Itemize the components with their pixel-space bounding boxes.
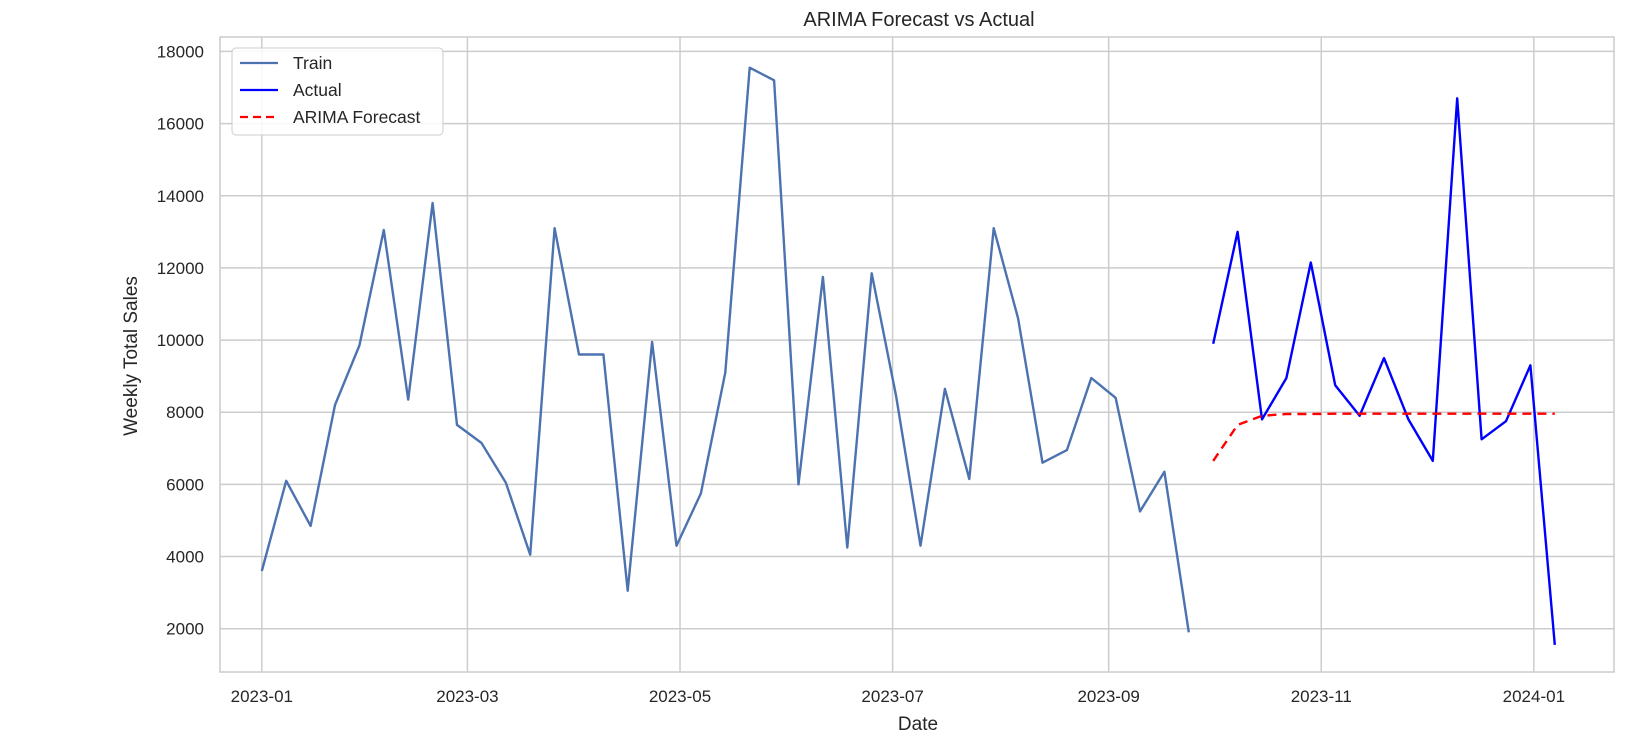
legend-box	[231, 47, 444, 136]
y-tick-label: 12000	[157, 259, 204, 278]
series-line-actual	[1212, 97, 1556, 646]
x-tick-labels: 2023-01 2023-03 2023-05 2023-07 2023-09 2023-…	[231, 687, 1565, 706]
x-tick-label: 2023-01	[231, 687, 293, 706]
series-line-train	[260, 66, 1190, 633]
legend: Train Actual ARIMA Forecast	[231, 47, 444, 136]
chart-title: ARIMA Forecast vs Actual	[803, 9, 1034, 31]
x-axis-title: Date	[898, 714, 938, 733]
series-lines	[260, 66, 1556, 646]
y-tick-label: 18000	[157, 42, 204, 61]
y-tick-label: 4000	[166, 548, 204, 567]
x-tick-label: 2023-07	[861, 687, 923, 706]
x-tick-label: 2024-01	[1503, 687, 1565, 706]
y-tick-label: 10000	[157, 331, 204, 350]
legend-label-train: Train	[293, 53, 332, 73]
legend-label-arima-forecast: ARIMA Forecast	[293, 107, 421, 127]
plot-frame	[219, 36, 1615, 673]
y-tick-label: 8000	[166, 403, 204, 422]
x-tick-label: 2023-11	[1291, 687, 1352, 706]
y-tick-label: 6000	[166, 475, 204, 494]
legend-label-actual: Actual	[293, 80, 342, 100]
y-tick-label: 2000	[166, 620, 204, 639]
y-tick-labels: 2000 4000 6000 8000 10000 12000 14000 16000 1800…	[157, 42, 204, 638]
x-tick-label: 2023-09	[1077, 687, 1139, 706]
y-tick-label: 14000	[157, 187, 204, 206]
x-tick-label: 2023-05	[649, 687, 711, 706]
y-tick-label: 16000	[157, 115, 204, 134]
y-axis-title: Weekly Total Sales	[121, 276, 142, 436]
grid	[220, 37, 1614, 672]
series-line-arima-forecast	[1212, 412, 1555, 462]
x-tick-label: 2023-03	[436, 687, 498, 706]
